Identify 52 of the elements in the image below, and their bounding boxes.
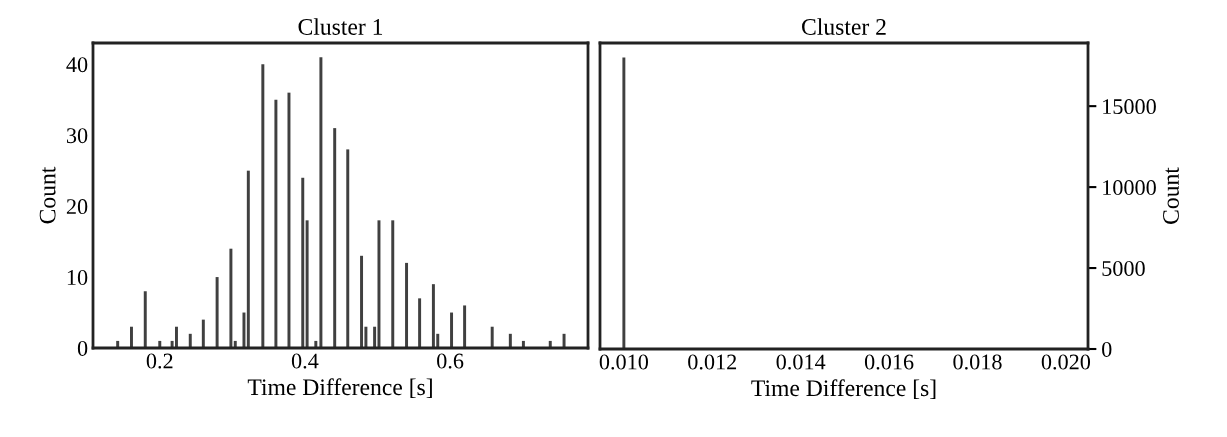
bar	[229, 248, 233, 348]
y-tick-label: 10	[67, 270, 88, 285]
bar	[450, 312, 454, 348]
x-tick-label: 0.014	[776, 354, 826, 370]
y-axis-title: Count	[1163, 167, 1179, 224]
chart-title: Cluster 1	[298, 18, 383, 35]
x-tick-label: 0.012	[688, 354, 737, 370]
y-tick-label: 40	[66, 57, 88, 73]
bar	[377, 220, 381, 348]
bar	[405, 262, 409, 348]
bar	[319, 57, 323, 348]
y-axis-title: Count	[39, 166, 56, 224]
bar	[508, 333, 512, 348]
bar	[246, 170, 250, 348]
bar	[201, 319, 205, 348]
bar	[215, 277, 219, 348]
x-axis-title: Time Difference [s]	[247, 378, 432, 399]
bar	[274, 99, 278, 348]
bar	[174, 326, 178, 348]
bar	[490, 326, 494, 348]
bar	[261, 64, 265, 348]
bar	[562, 333, 566, 348]
y-tick-label: 5000	[1102, 260, 1145, 276]
bar	[188, 333, 192, 348]
bar	[305, 220, 309, 348]
y-tick-label: 10000	[1103, 180, 1156, 196]
bar	[463, 305, 467, 348]
bar	[346, 149, 350, 348]
bar	[143, 291, 147, 348]
x-axis-title: Time Difference [s]	[751, 379, 936, 400]
y-tick-label: 30	[66, 128, 88, 144]
x-tick-label: 0.4	[291, 353, 319, 369]
x-tick-label: 0.016	[864, 354, 914, 370]
bar	[431, 284, 435, 348]
y-tick-label: 15000	[1103, 99, 1156, 115]
chart-title: Cluster 2	[802, 18, 886, 35]
x-tick-label: 0.2	[146, 353, 173, 369]
x-tick-label: 0.020	[1041, 354, 1091, 370]
x-tick-label: 0.6	[437, 353, 464, 369]
y-tick-label: 0	[77, 340, 88, 356]
bar	[242, 312, 246, 348]
bar	[301, 177, 305, 348]
x-tick-label: 0.010	[599, 354, 649, 370]
y-tick-label: 20	[66, 199, 88, 215]
x-tick-label: 0.018	[953, 354, 1002, 370]
bar	[333, 128, 337, 348]
bar	[418, 298, 422, 348]
bar	[360, 255, 364, 348]
y-tick-label: 0	[1102, 341, 1112, 357]
bar	[391, 220, 395, 348]
bar	[287, 92, 291, 348]
bar	[129, 326, 133, 348]
